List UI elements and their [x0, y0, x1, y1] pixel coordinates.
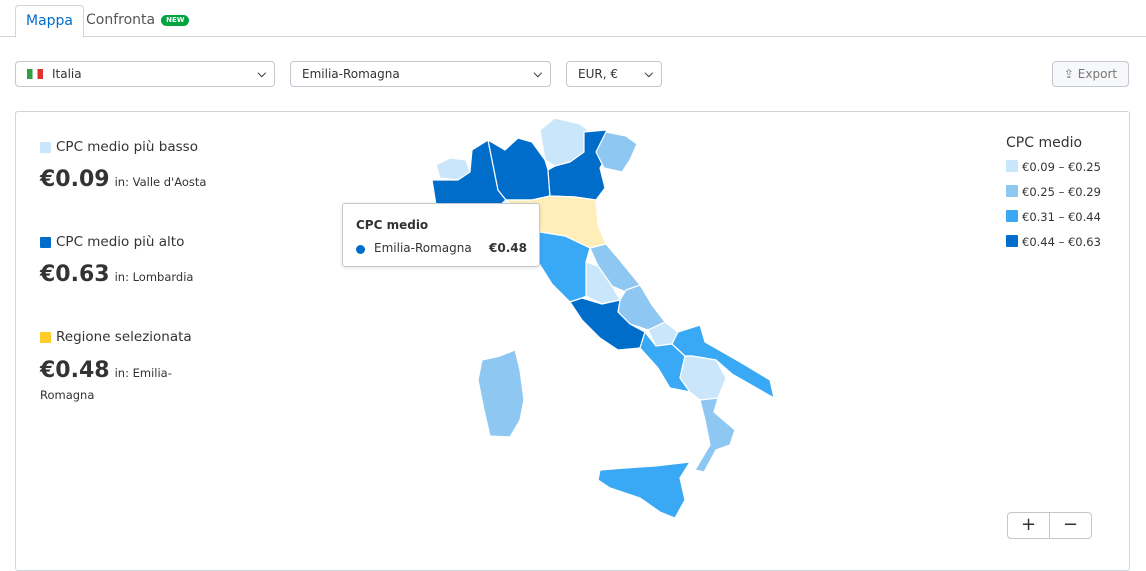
- tooltip-title: CPC medio: [356, 218, 429, 232]
- stat-lowest-value: €0.09: [40, 167, 110, 192]
- stat-highest: CPC medio più alto €0.63 in: Lombardia: [40, 234, 210, 287]
- stat-selected-value: €0.48: [40, 358, 110, 383]
- legend-item: €0.44 – €0.63: [1006, 235, 1101, 260]
- legend-label: €0.31 – €0.44: [1022, 210, 1101, 224]
- legend-label: €0.44 – €0.63: [1022, 235, 1101, 249]
- legend-item: €0.09 – €0.25: [1006, 160, 1101, 185]
- stat-selected-label: Regione selezionata: [56, 329, 192, 345]
- chevron-down-icon: ⌵: [533, 67, 542, 80]
- region-calabria[interactable]: [694, 397, 736, 473]
- legend-swatch: [1006, 160, 1018, 172]
- region-sicilia[interactable]: [597, 461, 691, 519]
- zoom-in-button[interactable]: +: [1008, 513, 1050, 538]
- map-tooltip: CPC medio Emilia-Romagna €0.48: [342, 203, 540, 267]
- italy-flag-icon: [27, 69, 43, 79]
- stat-highest-label: CPC medio più alto: [56, 234, 185, 250]
- selected-swatch: [40, 331, 51, 343]
- tooltip-region: Emilia-Romagna: [374, 241, 472, 255]
- tab-confronta-label: Confronta: [86, 12, 156, 28]
- zoom-controls: + −: [1007, 512, 1092, 539]
- legend-swatch: [1006, 210, 1018, 222]
- tab-confronta[interactable]: Confronta NEW: [76, 5, 199, 38]
- currency-value: EUR, €: [578, 67, 618, 81]
- export-button[interactable]: ⇪ Export: [1052, 61, 1129, 87]
- currency-select[interactable]: EUR, € ⌵: [566, 61, 662, 87]
- region-select[interactable]: Emilia-Romagna ⌵: [290, 61, 551, 87]
- region-friuli[interactable]: [595, 131, 638, 173]
- stat-lowest-region: in: Valle d'Aosta: [114, 175, 207, 189]
- stat-lowest-label: CPC medio più basso: [56, 139, 198, 155]
- lowest-swatch: [40, 141, 51, 153]
- legend-swatch: [1006, 185, 1018, 197]
- chevron-down-icon: ⌵: [644, 67, 653, 80]
- legend: CPC medio €0.09 – €0.25 €0.25 – €0.29 €0…: [1006, 135, 1101, 260]
- zoom-out-button[interactable]: −: [1062, 514, 1079, 535]
- region-sardegna[interactable]: [477, 349, 525, 438]
- stat-highest-region: in: Lombardia: [114, 270, 194, 284]
- export-icon: ⇪: [1063, 67, 1078, 81]
- tooltip-dot-icon: [356, 245, 365, 254]
- stat-highest-value: €0.63: [40, 262, 110, 287]
- italy-map: [431, 117, 775, 519]
- region-value: Emilia-Romagna: [302, 67, 400, 81]
- legend-item: €0.31 – €0.44: [1006, 210, 1101, 235]
- stat-lowest: CPC medio più basso €0.09 in: Valle d'Aos…: [40, 139, 210, 192]
- chevron-down-icon: ⌵: [257, 67, 266, 80]
- legend-label: €0.09 – €0.25: [1022, 160, 1101, 174]
- region-lazio[interactable]: [569, 297, 646, 351]
- legend-swatch: [1006, 235, 1018, 247]
- new-badge: NEW: [161, 14, 190, 26]
- export-label: Export: [1077, 67, 1118, 81]
- country-value: Italia: [52, 67, 82, 81]
- legend-item: €0.25 – €0.29: [1006, 185, 1101, 210]
- country-select[interactable]: Italia ⌵: [15, 61, 275, 87]
- stat-selected-region: in: Emilia-Romagna: [40, 366, 172, 402]
- highest-swatch: [40, 236, 51, 248]
- tooltip-value: €0.48: [489, 241, 527, 255]
- tab-bar: Mappa Confronta NEW: [0, 0, 1146, 38]
- legend-label: €0.25 – €0.29: [1022, 185, 1101, 199]
- stat-selected: Regione selezionata €0.48 in: Emilia-Roma…: [40, 329, 192, 403]
- tab-mappa[interactable]: Mappa: [15, 5, 85, 38]
- legend-title: CPC medio: [1006, 135, 1083, 151]
